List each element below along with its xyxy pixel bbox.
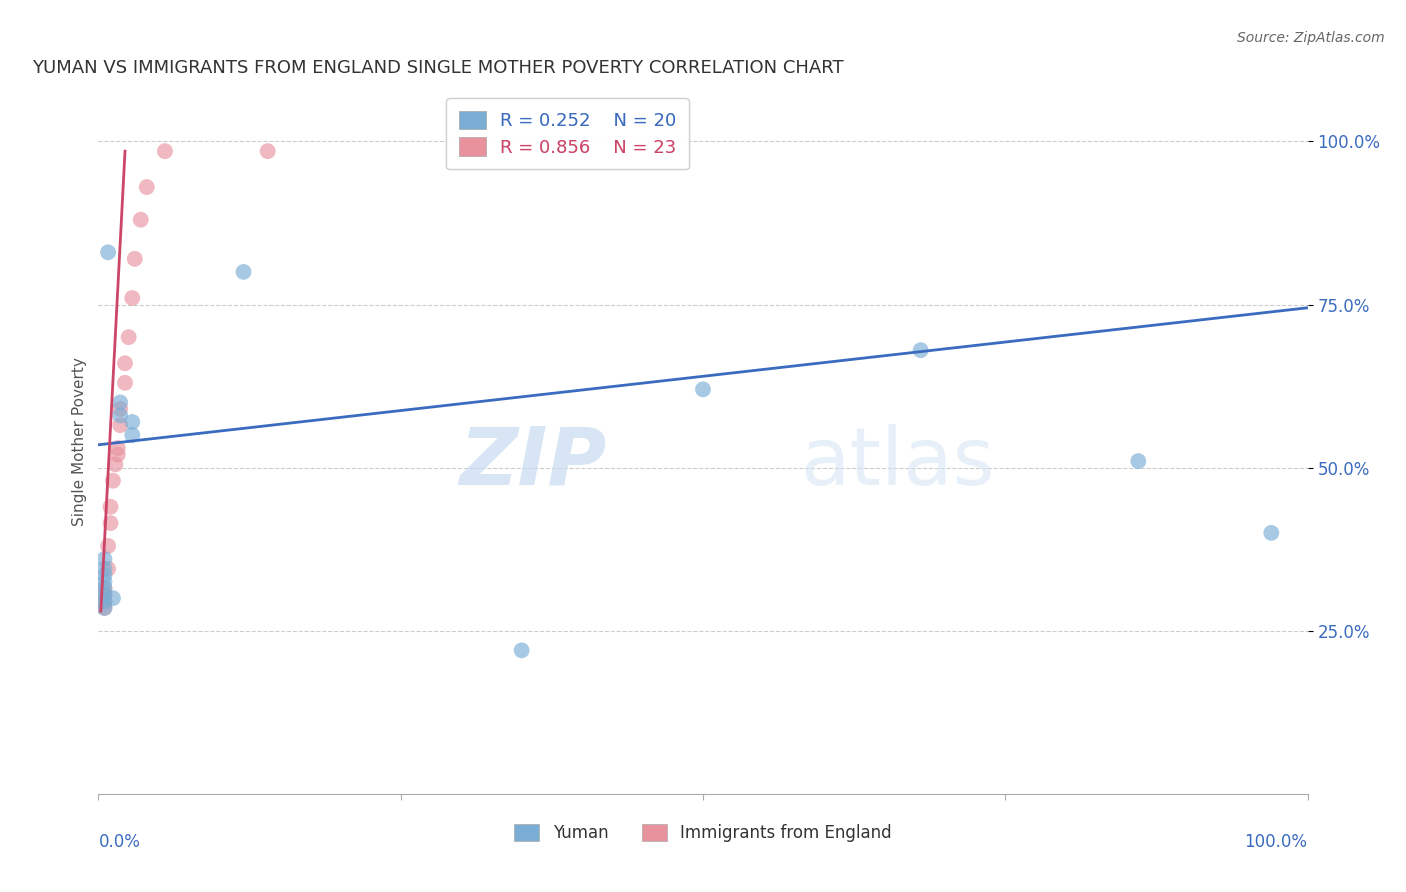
Point xyxy=(1128,454,1150,468)
Point xyxy=(121,291,143,305)
Point xyxy=(93,601,115,615)
Point xyxy=(97,562,120,576)
Point xyxy=(124,252,146,266)
Text: Source: ZipAtlas.com: Source: ZipAtlas.com xyxy=(1237,31,1385,45)
Point xyxy=(93,594,115,608)
Point xyxy=(93,601,115,615)
Point xyxy=(101,474,124,488)
Point xyxy=(93,568,115,582)
Point xyxy=(108,401,131,416)
Legend: R = 0.252    N = 20, R = 0.856    N = 23: R = 0.252 N = 20, R = 0.856 N = 23 xyxy=(446,98,689,169)
Point xyxy=(232,265,254,279)
Point xyxy=(129,212,152,227)
Point xyxy=(153,144,176,158)
Point xyxy=(135,180,157,194)
Point xyxy=(256,144,278,158)
Point xyxy=(104,458,127,472)
Point xyxy=(107,448,129,462)
Point xyxy=(93,562,115,576)
Text: YUMAN VS IMMIGRANTS FROM ENGLAND SINGLE MOTHER POVERTY CORRELATION CHART: YUMAN VS IMMIGRANTS FROM ENGLAND SINGLE … xyxy=(32,59,844,77)
Point xyxy=(93,588,115,602)
Point xyxy=(692,382,714,396)
Text: 0.0%: 0.0% xyxy=(98,832,141,851)
Point xyxy=(510,643,533,657)
Point xyxy=(121,415,143,429)
Point xyxy=(121,428,143,442)
Point xyxy=(93,588,115,602)
Point xyxy=(100,516,122,530)
Point xyxy=(114,356,136,370)
Point xyxy=(93,594,115,608)
Point xyxy=(93,574,115,589)
Point xyxy=(107,441,129,455)
Point xyxy=(118,330,141,344)
Point xyxy=(97,539,120,553)
Point xyxy=(108,409,131,423)
Point xyxy=(93,582,115,596)
Point xyxy=(1260,525,1282,540)
Point xyxy=(108,395,131,409)
Point xyxy=(93,582,115,596)
Text: ZIP: ZIP xyxy=(458,424,606,501)
Text: atlas: atlas xyxy=(800,424,994,501)
Text: 100.0%: 100.0% xyxy=(1244,832,1308,851)
Point xyxy=(97,245,120,260)
Point xyxy=(910,343,932,358)
Point xyxy=(114,376,136,390)
Point xyxy=(108,418,131,433)
Point xyxy=(101,591,124,606)
Y-axis label: Single Mother Poverty: Single Mother Poverty xyxy=(72,357,87,526)
Point xyxy=(100,500,122,514)
Point xyxy=(93,552,115,566)
